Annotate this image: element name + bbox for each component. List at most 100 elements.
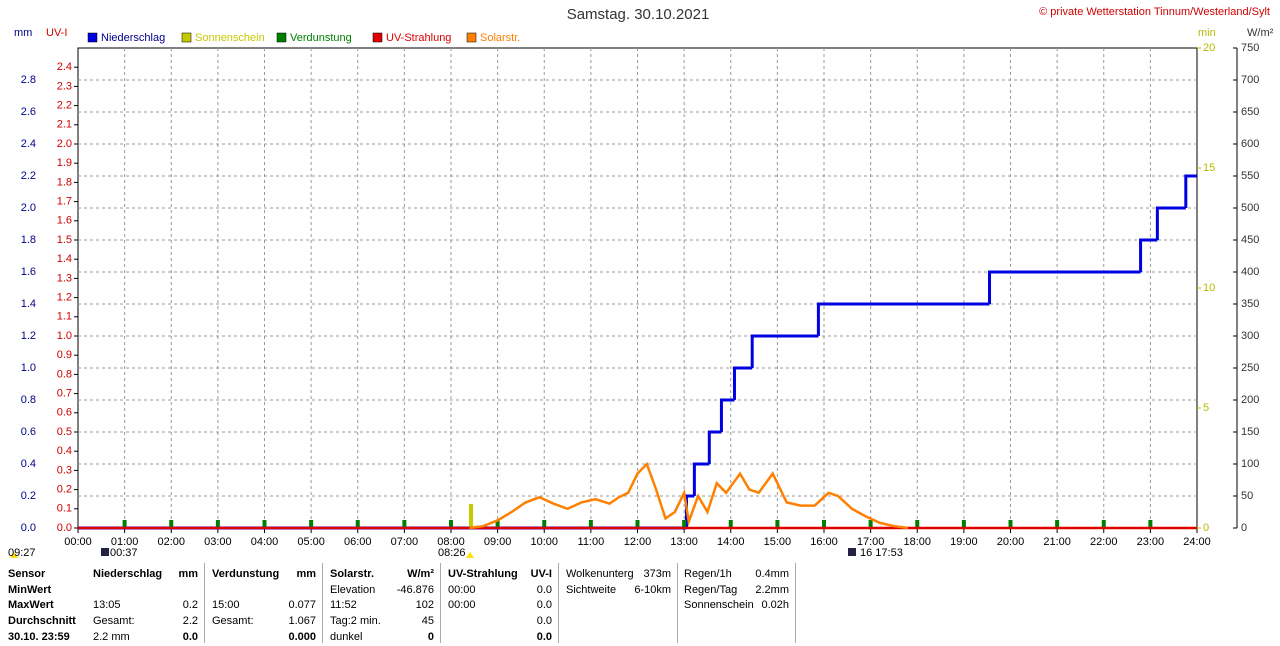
bar [495, 520, 500, 528]
bar [915, 520, 920, 528]
row-label: MaxWert [8, 599, 54, 612]
uv-tick-label: 0.8 [57, 368, 72, 380]
min-tick-label: 5 [1203, 402, 1209, 414]
bar [262, 520, 267, 528]
x-tick-label: 02:00 [157, 536, 185, 548]
legend-swatch [276, 32, 287, 43]
cell-value: 0.0 [536, 630, 552, 643]
x-tick-label: 04:00 [251, 536, 279, 548]
x-tick-label: 14:00 [717, 536, 745, 548]
bar [1055, 520, 1060, 528]
row-label: Durchschnitt [8, 615, 76, 628]
bar [122, 520, 127, 528]
moon-icon [101, 548, 109, 556]
cell-label: 00:00 [448, 583, 476, 596]
separator [322, 563, 323, 643]
uv-tick-label: 0.1 [57, 503, 72, 515]
y-axis-label: mm [14, 27, 32, 39]
y-tick-label: 2.2 [21, 170, 36, 182]
cell-label: Tag:2 min. [330, 615, 381, 628]
y-tick-label: 1.6 [21, 266, 36, 278]
w-tick-label: 200 [1241, 394, 1259, 406]
uv-tick-label: 1.3 [57, 272, 72, 284]
rain-step [684, 494, 695, 528]
uv-tick-label: 1.8 [57, 176, 72, 188]
x-tick-label: 06:00 [344, 536, 372, 548]
legend-label: Sonnenschein [195, 32, 265, 44]
cell-label: 00:00 [448, 599, 476, 612]
cell-value: 0.0 [536, 599, 552, 612]
row-label: Sensor [8, 568, 46, 580]
w-axis-label: W/m² [1247, 27, 1274, 39]
uv-tick-label: 1.5 [57, 234, 72, 246]
x-tick-label: 08:00 [437, 536, 465, 548]
rain-step [719, 398, 735, 432]
x-tick-label: 13:00 [670, 536, 698, 548]
w-tick-label: 250 [1241, 362, 1259, 374]
w-tick-label: 500 [1241, 202, 1259, 214]
y-tick-label: 1.8 [21, 234, 36, 246]
cell-value: 0.0 [536, 615, 552, 628]
bar [588, 520, 593, 528]
w-tick-label: 650 [1241, 106, 1259, 118]
sun-moon-time: 09:27 [8, 547, 36, 559]
section-head: Solarstr. [330, 568, 375, 580]
w-tick-label: 0 [1241, 522, 1247, 534]
w-tick-label: 50 [1241, 490, 1253, 502]
cell-value: 0.02h [761, 599, 789, 612]
legend-label: Verdunstung [290, 32, 352, 44]
uv-tick-label: 1.4 [57, 253, 72, 265]
rain-step [1184, 174, 1197, 208]
sun-moon-time: 00:37 [110, 547, 138, 559]
uv-tick-label: 0.6 [57, 407, 72, 419]
w-tick-label: 400 [1241, 266, 1259, 278]
rain-step [816, 302, 990, 336]
credit: © private Wetterstation Tinnum/Westerlan… [1039, 6, 1270, 18]
uv-tick-label: 1.9 [57, 157, 72, 169]
rain-step [732, 366, 753, 400]
x-tick-label: 11:00 [578, 536, 605, 548]
rain-step [707, 430, 722, 464]
sunrise-icon [10, 552, 18, 558]
section-head: UV-Strahlung [448, 568, 518, 580]
w-tick-label: 150 [1241, 426, 1259, 438]
x-tick-label: 18:00 [903, 536, 931, 548]
cell-label: Gesamt: [212, 615, 254, 628]
min-tick-label: 10 [1203, 282, 1215, 294]
cell-label: 11:52 [330, 599, 357, 612]
sun-moon-time: 08:26 [438, 547, 466, 559]
separator [795, 563, 796, 643]
section-unit: UV-I [530, 568, 552, 580]
cell-label: 13:05 [93, 599, 121, 612]
cell-label: 15:00 [212, 599, 240, 612]
section-unit: W/m² [407, 568, 434, 580]
uv-tick-label: 1.2 [57, 292, 72, 304]
legend-label: Niederschlag [101, 32, 165, 44]
separator [677, 563, 678, 643]
uv-tick-label: 0.0 [57, 522, 72, 534]
uv-tick-label: 0.7 [57, 388, 72, 400]
separator [440, 563, 441, 643]
w-tick-label: 750 [1241, 42, 1259, 54]
x-tick-label: 16:00 [810, 536, 838, 548]
bar [1148, 520, 1153, 528]
cell-value: 0.0 [182, 630, 198, 643]
x-tick-label: 23:00 [1137, 536, 1165, 548]
cell-label: Sonnenschein [684, 599, 754, 612]
bar [775, 520, 780, 528]
y-tick-label: 1.4 [21, 298, 36, 310]
uv-tick-label: 1.7 [57, 196, 72, 208]
bar [868, 520, 873, 528]
cell-label: 2.2 mm [93, 630, 130, 643]
x-tick-label: 15:00 [764, 536, 792, 548]
x-tick-label: 01:00 [111, 536, 139, 548]
section-head: Verdunstung [212, 568, 280, 580]
w-tick-label: 100 [1241, 458, 1259, 470]
bar [728, 520, 733, 528]
bar [402, 520, 407, 528]
rain-step [1155, 206, 1186, 240]
section-unit: mm [178, 568, 198, 580]
cell-value: 102 [415, 599, 434, 612]
uv-tick-label: 1.6 [57, 215, 72, 227]
bar [961, 520, 966, 528]
